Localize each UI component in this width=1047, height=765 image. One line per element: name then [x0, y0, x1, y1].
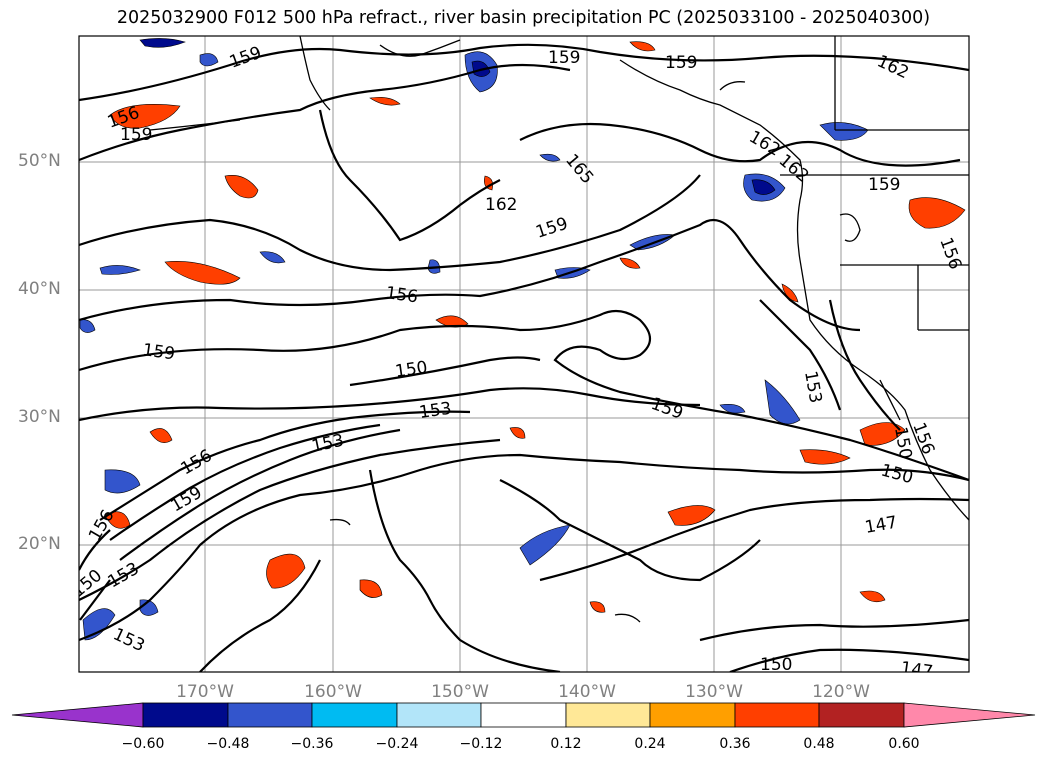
contour-label: 159 — [548, 48, 580, 68]
colorbar-tick-label: 0.24 — [634, 736, 666, 752]
map-title: 2025032900 F012 500 hPa refract., river … — [116, 8, 931, 28]
lon-label: 130°W — [685, 682, 743, 702]
lat-label: 50°N — [18, 151, 61, 171]
lon-label: 140°W — [558, 682, 616, 702]
contour-label: 162 — [485, 195, 517, 215]
colorbar-tick-label: −0.36 — [290, 736, 334, 752]
contour-label: 159 — [120, 125, 152, 145]
contour-label: 159 — [868, 175, 900, 195]
lat-label: 20°N — [18, 534, 61, 554]
map-area — [79, 36, 969, 672]
colorbar-tick-label: −0.48 — [206, 736, 250, 752]
refractivity-contours — [79, 43, 969, 672]
lon-label: 120°W — [812, 682, 870, 702]
lat-label: 40°N — [18, 279, 61, 299]
colorbar-tick-label: 0.48 — [803, 736, 835, 752]
colorbar-tick-label: 0.36 — [719, 736, 751, 752]
colorbar-tick-label: −0.12 — [459, 736, 503, 752]
lon-label: 170°W — [176, 682, 234, 702]
colorbar-tick-label: 0.12 — [550, 736, 582, 752]
lon-label: 150°W — [431, 682, 489, 702]
colorbar-tick-label: −0.60 — [121, 736, 165, 752]
colorbar-tick-label: −0.24 — [375, 736, 419, 752]
contour-label: 147 — [899, 658, 934, 682]
colorbar-tick-label: 0.60 — [888, 736, 920, 752]
lon-label: 160°W — [304, 682, 362, 702]
coastlines — [149, 36, 969, 623]
contour-label: 159 — [141, 340, 176, 364]
map-frame — [78, 35, 970, 673]
contour-label: 150 — [760, 655, 792, 675]
contour-label: 156 — [384, 283, 419, 307]
colorbar-arrow-low — [11, 702, 144, 728]
colorbar-arrow-high — [903, 702, 1036, 728]
lat-label: 30°N — [18, 407, 61, 427]
contour-label: 150 — [394, 358, 429, 382]
contour-label: 153 — [418, 399, 453, 423]
contour-label: 159 — [665, 53, 697, 73]
colorbar — [11, 702, 1036, 728]
